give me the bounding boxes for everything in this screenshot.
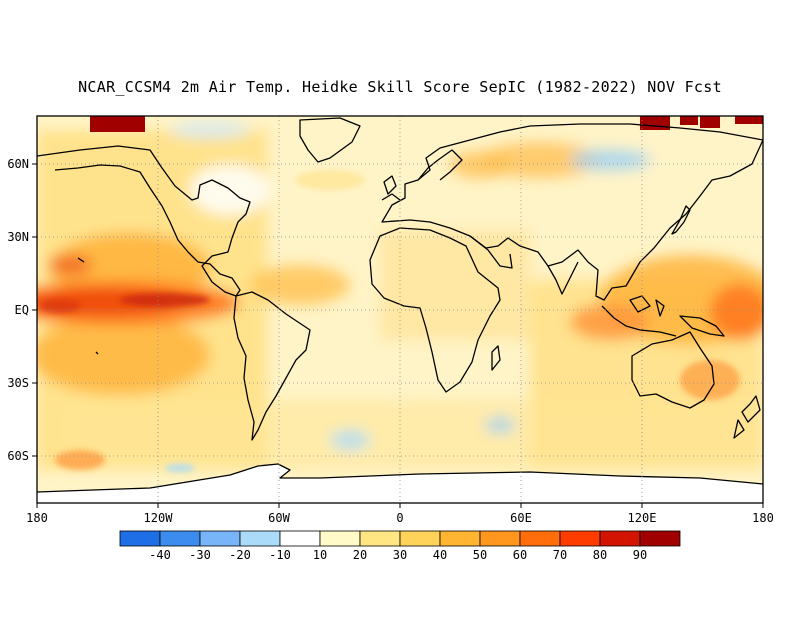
colorbar-swatch — [319, 530, 361, 547]
colorbar-label: 80 — [593, 548, 607, 562]
lon-label: 60E — [510, 511, 532, 525]
colorbar-swatch — [599, 530, 641, 547]
colorbar-label: -20 — [229, 548, 251, 562]
colorbar-label: 20 — [353, 548, 367, 562]
skill-field — [37, 116, 763, 503]
lat-label: 30S — [7, 376, 29, 390]
axis-ticks — [32, 163, 764, 508]
lon-label: 180 — [26, 511, 48, 525]
lon-label: 60W — [268, 511, 290, 525]
colorbar-swatch — [439, 530, 481, 547]
colorbar-label: -10 — [269, 548, 291, 562]
lon-label: 120E — [628, 511, 657, 525]
coastlines — [37, 117, 763, 493]
graticule — [37, 116, 763, 503]
colorbar — [119, 530, 681, 547]
lon-label: 180 — [752, 511, 774, 525]
colorbar-swatch — [159, 530, 201, 547]
map-title: NCAR_CCSM4 2m Air Temp. Heidke Skill Sco… — [78, 78, 722, 96]
colorbar-swatch — [479, 530, 521, 547]
lon-label: 0 — [396, 511, 403, 525]
colorbar-label: 90 — [633, 548, 647, 562]
colorbar-label: 70 — [553, 548, 567, 562]
colorbar-swatch — [639, 530, 681, 547]
lat-label: 60S — [7, 449, 29, 463]
colorbar-label: 60 — [513, 548, 527, 562]
colorbar-swatch — [199, 530, 241, 547]
colorbar-swatch — [359, 530, 401, 547]
colorbar-label: -30 — [189, 548, 211, 562]
colorbar-label: 40 — [433, 548, 447, 562]
colorbar-swatch — [399, 530, 441, 547]
lat-label: EQ — [15, 303, 29, 317]
colorbar-label: -40 — [149, 548, 171, 562]
lat-label: 30N — [7, 230, 29, 244]
colorbar-label: 30 — [393, 548, 407, 562]
colorbar-swatch — [119, 530, 161, 547]
lat-label: 60N — [7, 157, 29, 171]
colorbar-swatch — [559, 530, 601, 547]
colorbar-label: 50 — [473, 548, 487, 562]
lon-label: 120W — [144, 511, 174, 525]
colorbar-swatch — [519, 530, 561, 547]
colorbar-label: 10 — [313, 548, 327, 562]
colorbar-swatch — [279, 530, 321, 547]
colorbar-swatch — [239, 530, 281, 547]
